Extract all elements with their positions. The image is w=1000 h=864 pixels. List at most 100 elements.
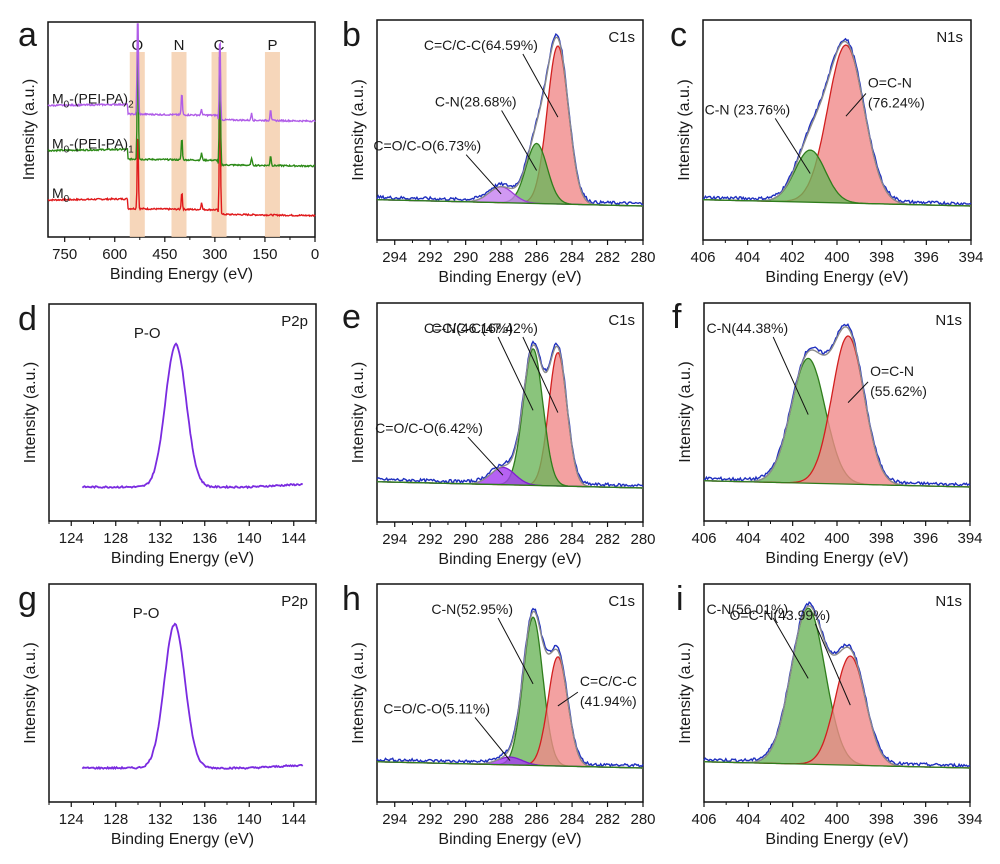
core-level-label: N1s xyxy=(935,312,962,329)
component-fill-0 xyxy=(703,45,971,206)
x-axis-label: Binding Energy (eV) xyxy=(438,831,581,848)
series-label: M0-(PEI-PA)2 xyxy=(52,91,134,111)
x-tick-label: 0 xyxy=(311,246,319,263)
component-label-line2: (41.94%) xyxy=(580,693,637,709)
x-tick-label: 150 xyxy=(252,246,277,263)
component-label: C=O/C-O(6.42%) xyxy=(375,420,483,436)
x-tick-label: 288 xyxy=(489,531,514,548)
panel-letter: e xyxy=(342,298,361,336)
x-axis-label: Binding Energy (eV) xyxy=(110,266,253,283)
x-tick-label: 284 xyxy=(560,249,585,266)
panel-f: f 406 404 402 400 398 396 394 Binding Energy (eV… xyxy=(672,298,983,567)
component-label-line2: (55.62%) xyxy=(870,383,927,399)
y-axis-label: Intensity (a.u.) xyxy=(676,79,693,180)
component-label: C-N (23.76%) xyxy=(705,101,791,117)
panel-letter: b xyxy=(342,16,361,54)
label-arrow xyxy=(772,617,809,679)
component-fill-0 xyxy=(377,46,643,207)
raw-spectrum-line xyxy=(376,340,644,488)
x-tick-label: 400 xyxy=(824,530,849,547)
x-tick-label: 402 xyxy=(780,249,805,266)
panel-letter: c xyxy=(670,16,687,54)
x-tick-label: 394 xyxy=(957,811,982,828)
x-tick-label: 292 xyxy=(418,249,443,266)
plot-frame xyxy=(376,302,644,523)
background-line xyxy=(376,199,644,207)
x-tick-label: 404 xyxy=(736,530,761,547)
label-arrow xyxy=(772,336,809,415)
x-tick-label: 144 xyxy=(281,530,306,547)
core-level-label: N1s xyxy=(935,593,962,610)
x-tick-label: 400 xyxy=(824,249,849,266)
fit-envelope-line xyxy=(377,36,643,207)
element-band xyxy=(264,52,280,237)
x-tick-label: 290 xyxy=(453,531,478,548)
core-level-label: N1s xyxy=(936,29,963,46)
x-tick-label: 132 xyxy=(148,811,173,828)
panel-c: c 406 404 402 400 398 396 394 Binding Energy (eV… xyxy=(670,16,984,286)
x-tick-label: 396 xyxy=(914,249,939,266)
x-tick-label: 406 xyxy=(691,811,716,828)
x-tick-label: 282 xyxy=(595,811,620,828)
x-tick-label: 128 xyxy=(103,811,128,828)
x-tick-label: 406 xyxy=(690,249,715,266)
x-tick-label: 300 xyxy=(202,246,227,263)
panel-h: h 294 292 290 288 286 284 282 280 Binding Energy … xyxy=(342,580,656,848)
panel-letter: i xyxy=(676,580,684,618)
x-tick-label: 406 xyxy=(691,530,716,547)
raw-spectrum-line xyxy=(376,32,644,206)
y-axis-label: Intensity (a.u.) xyxy=(677,642,694,743)
x-tick-label: 288 xyxy=(489,811,514,828)
label-arrow xyxy=(467,436,504,476)
plot-frame xyxy=(376,19,644,241)
label-arrow xyxy=(814,623,851,706)
background-line xyxy=(703,761,971,769)
x-tick-label: 284 xyxy=(560,531,585,548)
component-fill-2 xyxy=(377,757,643,768)
y-axis-label: Intensity (a.u.) xyxy=(350,642,367,743)
component-label: C-N(56.01%) xyxy=(706,601,788,617)
label-arrow xyxy=(465,154,502,195)
label-arrow xyxy=(497,336,534,411)
y-axis-label: Intensity (a.u.) xyxy=(22,362,39,463)
x-tick-label: 280 xyxy=(630,249,655,266)
component-fill-1 xyxy=(704,335,970,487)
core-level-label: P2p xyxy=(281,593,308,610)
spectrum-line-0 xyxy=(47,99,316,218)
x-tick-label: 398 xyxy=(869,249,894,266)
panel-e: e 294 292 290 288 286 284 282 280 Binding Energy … xyxy=(342,298,656,568)
x-tick-label: 140 xyxy=(237,530,262,547)
x-tick-label: 124 xyxy=(59,530,84,547)
component-label: C=C/C-C(64.59%) xyxy=(424,37,538,53)
core-level-label: P2p xyxy=(281,313,308,330)
x-tick-label: 132 xyxy=(148,530,173,547)
x-axis-label: Binding Energy (eV) xyxy=(111,831,254,848)
spectrum-line-2 xyxy=(47,23,316,123)
component-label-line1: O=C-N xyxy=(870,363,914,379)
x-tick-label: 140 xyxy=(237,811,262,828)
x-tick-label: 294 xyxy=(382,531,407,548)
x-tick-label: 402 xyxy=(780,530,805,547)
plot-frame xyxy=(376,583,644,803)
x-axis-label: Binding Energy (eV) xyxy=(765,831,908,848)
core-level-label: C1s xyxy=(608,593,635,610)
x-tick-label: 284 xyxy=(560,811,585,828)
spectrum-line-1 xyxy=(47,45,316,168)
component-label: C=C/C-C(47.42%) xyxy=(424,320,538,336)
component-label: O=C-N(43.99%) xyxy=(730,607,831,623)
fit-envelope-line xyxy=(377,344,643,489)
x-tick-label: 394 xyxy=(958,249,983,266)
core-level-label: C1s xyxy=(608,29,635,46)
component-fill-2 xyxy=(377,467,643,488)
x-tick-label: 398 xyxy=(869,811,894,828)
element-band-label: N xyxy=(174,37,185,54)
x-axis-label: Binding Energy (eV) xyxy=(765,550,908,567)
label-arrow xyxy=(557,691,579,707)
x-axis-label: Binding Energy (eV) xyxy=(765,269,908,286)
panel-letter: h xyxy=(342,580,361,618)
x-tick-label: 280 xyxy=(630,531,655,548)
x-axis-label: Binding Energy (eV) xyxy=(111,550,254,567)
x-tick-label: 290 xyxy=(453,811,478,828)
label-arrow xyxy=(522,53,559,118)
